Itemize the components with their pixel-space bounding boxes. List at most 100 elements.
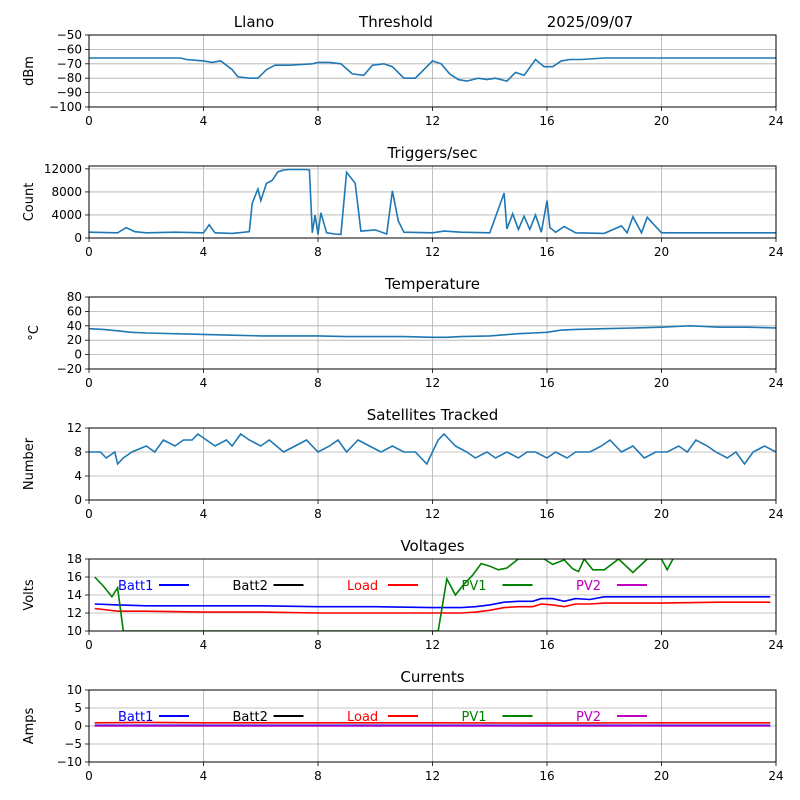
series-line-1 [89,168,776,236]
y-axis-label: dBm [22,56,37,86]
y-tick-label: 60 [67,304,82,318]
legend-label-pv2: PV2 [576,710,601,725]
x-tick-label: 4 [200,507,208,521]
y-tick-label: 16 [67,570,82,584]
x-tick-label: 0 [85,507,93,521]
x-tick-label: 20 [654,638,669,652]
y-tick-label: −100 [49,100,82,114]
x-tick-label: 20 [654,245,669,259]
y-tick-label: 12 [67,606,82,620]
y-tick-label: −10 [57,755,82,769]
x-tick-label: 24 [768,376,783,390]
x-tick-label: 20 [654,376,669,390]
legend-label-batt2: Batt2 [233,710,268,725]
legend-label-load: Load [347,710,378,725]
series-line-batt1 [94,595,771,609]
chart-panel-6: Currents Amps 0 4 8 12 16 20 24 −10 −5 0 5 10 Batt1 Bat… [22,668,784,783]
chart-title: Currents [400,668,464,686]
y-axis-label: Number [22,437,37,490]
y-tick-label: −60 [57,42,82,56]
x-tick-label: 16 [539,114,554,128]
y-axis-label: °C [27,325,42,341]
x-tick-label: 16 [539,245,554,259]
y-tick-label: 5 [74,701,82,715]
plot-frame [88,689,777,763]
chart-title: Triggers/sec [387,144,478,162]
x-tick-label: 4 [200,376,208,390]
x-tick-label: 16 [539,376,554,390]
x-tick-label: 20 [654,769,669,783]
series-line-load [94,601,771,614]
x-tick-label: 16 [539,507,554,521]
y-tick-label: 4 [74,469,82,483]
y-tick-label: −50 [57,28,82,42]
x-tick-label: 0 [85,769,93,783]
series-line-load [94,721,771,724]
legend-label-pv2: PV2 [576,579,601,594]
y-tick-label: 14 [67,588,82,602]
x-tick-label: 24 [768,507,783,521]
x-tick-label: 20 [654,114,669,128]
y-tick-label: 40 [67,319,82,333]
y-tick-label: 0 [74,719,82,733]
x-tick-label: 8 [314,769,322,783]
y-tick-label: −90 [57,86,82,100]
x-tick-label: 8 [314,245,322,259]
station-name: Llano [234,13,274,31]
y-tick-label: 10 [67,683,82,697]
legend-label-batt1: Batt1 [118,579,153,594]
y-axis-label: Volts [22,579,37,611]
y-tick-label: −5 [64,737,82,751]
x-tick-label: 24 [768,114,783,128]
y-tick-label: −20 [57,362,82,376]
y-tick-label: 12000 [44,162,82,176]
plot-frame [88,427,777,501]
y-axis-label: Count [22,183,37,222]
legend-label-pv1: PV1 [462,710,487,725]
y-tick-label: 20 [67,333,82,347]
y-tick-label: 0 [74,231,82,245]
chart-panel-5: Voltages Volts 0 4 8 12 16 20 24 10 12 14 16 18 Batt1 B… [22,537,784,652]
x-tick-label: 12 [425,245,440,259]
x-tick-label: 24 [768,769,783,783]
x-tick-label: 8 [314,376,322,390]
series-line-1 [89,432,776,466]
x-tick-label: 24 [768,638,783,652]
x-tick-label: 16 [539,769,554,783]
y-tick-label: 18 [67,552,82,566]
y-tick-label: 8000 [51,185,82,199]
y-axis-label: Amps [22,707,37,744]
x-tick-label: 12 [425,507,440,521]
y-tick-label: 12 [67,421,82,435]
plot-frame [88,165,777,239]
series-line-1 [89,324,776,339]
plot-frame [88,296,777,370]
x-tick-label: 8 [314,638,322,652]
x-tick-label: 8 [314,114,322,128]
report-date: 2025/09/07 [547,13,633,31]
x-tick-label: 4 [200,245,208,259]
x-tick-label: 4 [200,769,208,783]
x-tick-label: 0 [85,638,93,652]
x-tick-label: 24 [768,245,783,259]
x-tick-label: 8 [314,507,322,521]
series-line-1 [89,57,776,82]
chart-title: Temperature [384,275,480,293]
plot-frame [88,34,777,108]
legend-label-load: Load [347,579,378,594]
x-tick-label: 12 [425,769,440,783]
x-tick-label: 16 [539,638,554,652]
y-tick-label: −80 [57,71,82,85]
y-tick-label: −70 [57,57,82,71]
chart-title: Voltages [400,537,464,555]
x-tick-label: 12 [425,638,440,652]
plot-frame [88,558,777,632]
legend-label-pv1: PV1 [462,579,487,594]
x-tick-label: 0 [85,245,93,259]
y-tick-label: 80 [67,290,82,304]
x-tick-label: 0 [85,114,93,128]
y-tick-label: 4000 [51,208,82,222]
x-tick-label: 4 [200,114,208,128]
